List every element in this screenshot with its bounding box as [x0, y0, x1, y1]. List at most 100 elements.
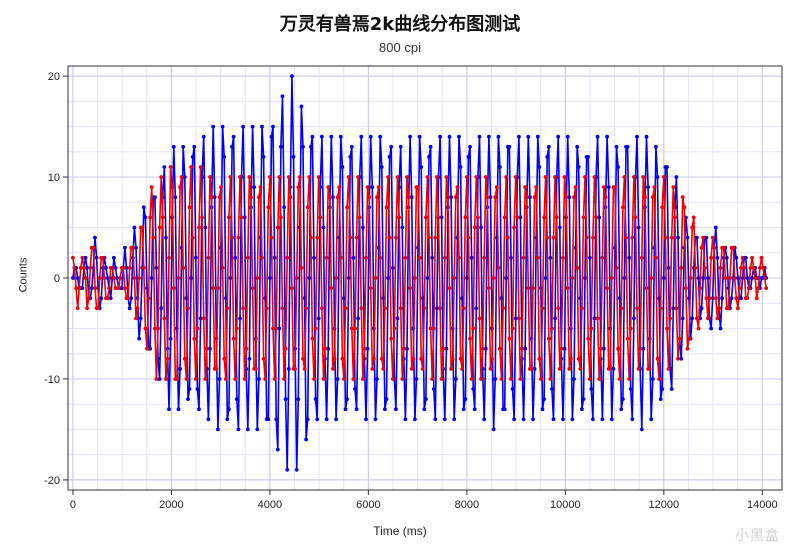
series-point-1	[123, 245, 127, 250]
series-point-2	[556, 306, 561, 311]
series-point-2	[717, 306, 721, 311]
series-point-2	[449, 367, 453, 371]
series-point-2	[438, 306, 442, 311]
series-point-2	[472, 225, 477, 230]
series-point-1	[458, 165, 463, 169]
series-point-2	[494, 185, 499, 190]
series-point-2	[617, 377, 622, 381]
series-point-1	[428, 144, 433, 149]
series-point-2	[540, 306, 545, 311]
series-point-2	[216, 286, 220, 290]
series-point-1	[309, 144, 313, 149]
series-point-2	[208, 175, 212, 179]
series-point-2	[425, 175, 430, 179]
series-point-2	[170, 185, 175, 190]
series-point-2	[272, 377, 277, 381]
series-point-2	[271, 326, 275, 331]
series-point-2	[126, 296, 130, 301]
series-point-2	[430, 377, 435, 381]
series-point-1	[316, 316, 321, 321]
series-point-2	[721, 245, 726, 250]
series-point-2	[102, 276, 107, 280]
series-point-1	[192, 144, 197, 149]
series-point-1	[572, 377, 576, 381]
series-point-2	[471, 326, 476, 331]
series-point-1	[635, 134, 639, 139]
series-point-2	[362, 346, 367, 351]
series-point-2	[477, 316, 482, 321]
series-point-1	[395, 316, 400, 321]
series-point-1	[553, 316, 557, 321]
series-point-2	[264, 306, 269, 311]
series-point-2	[490, 356, 494, 361]
series-point-2	[238, 175, 242, 179]
series-point-2	[193, 377, 198, 381]
series-point-2	[249, 195, 253, 200]
series-point-2	[376, 185, 381, 190]
series-point-2	[331, 367, 335, 371]
series-point-2	[334, 276, 338, 280]
series-point-2	[699, 245, 704, 250]
series-point-1	[356, 316, 360, 321]
series-point-2	[217, 195, 222, 200]
series-point-2	[557, 367, 562, 371]
series-point-1	[431, 387, 436, 391]
series-point-1	[710, 296, 715, 301]
series-point-1	[463, 397, 468, 401]
series-point-2	[159, 175, 164, 179]
series-point-2	[143, 326, 148, 331]
series-point-1	[743, 255, 748, 260]
series-point-1	[373, 417, 378, 422]
series-point-1	[611, 367, 616, 371]
series-point-1	[171, 144, 176, 149]
series-point-1	[575, 144, 580, 149]
series-point-1	[335, 377, 340, 381]
series-point-2	[228, 175, 233, 179]
series-point-1	[457, 134, 461, 139]
series-point-2	[277, 175, 282, 179]
series-point-2	[182, 356, 187, 361]
series-point-2	[211, 286, 216, 290]
series-point-1	[282, 205, 286, 210]
series-point-2	[736, 306, 740, 311]
series-point-2	[351, 377, 356, 381]
series-point-2	[354, 235, 359, 240]
series-point-1	[449, 195, 453, 200]
series-point-2	[101, 255, 105, 260]
series-point-2	[483, 175, 488, 179]
series-point-2	[485, 195, 490, 200]
series-point-2	[313, 326, 318, 331]
series-point-2	[198, 165, 203, 169]
series-point-1	[203, 225, 208, 230]
series-point-1	[162, 165, 167, 169]
series-point-1	[279, 144, 283, 149]
series-point-2	[688, 276, 693, 280]
series-point-2	[627, 377, 632, 381]
series-point-1	[157, 377, 162, 381]
series-point-1	[551, 417, 556, 422]
series-point-2	[156, 326, 160, 331]
series-point-1	[706, 276, 710, 280]
x-tick-label: 0	[70, 499, 76, 511]
series-point-1	[676, 235, 680, 240]
series-point-2	[595, 316, 600, 321]
series-point-2	[650, 195, 655, 200]
series-point-1	[119, 286, 124, 290]
series-point-1	[452, 417, 457, 422]
series-point-1	[346, 276, 351, 280]
series-point-1	[561, 417, 565, 422]
series-point-2	[316, 175, 321, 179]
series-point-1	[465, 276, 469, 280]
series-point-2	[184, 377, 189, 381]
series-point-1	[353, 387, 357, 391]
series-point-2	[392, 326, 397, 331]
series-point-2	[312, 377, 316, 381]
series-point-2	[521, 255, 526, 260]
series-point-2	[361, 377, 365, 381]
x-tick-label: 12000	[649, 499, 680, 511]
series-point-1	[704, 235, 709, 240]
series-point-2	[621, 205, 625, 210]
series-point-2	[379, 356, 384, 361]
series-point-2	[597, 377, 602, 381]
series-point-1	[609, 417, 614, 422]
